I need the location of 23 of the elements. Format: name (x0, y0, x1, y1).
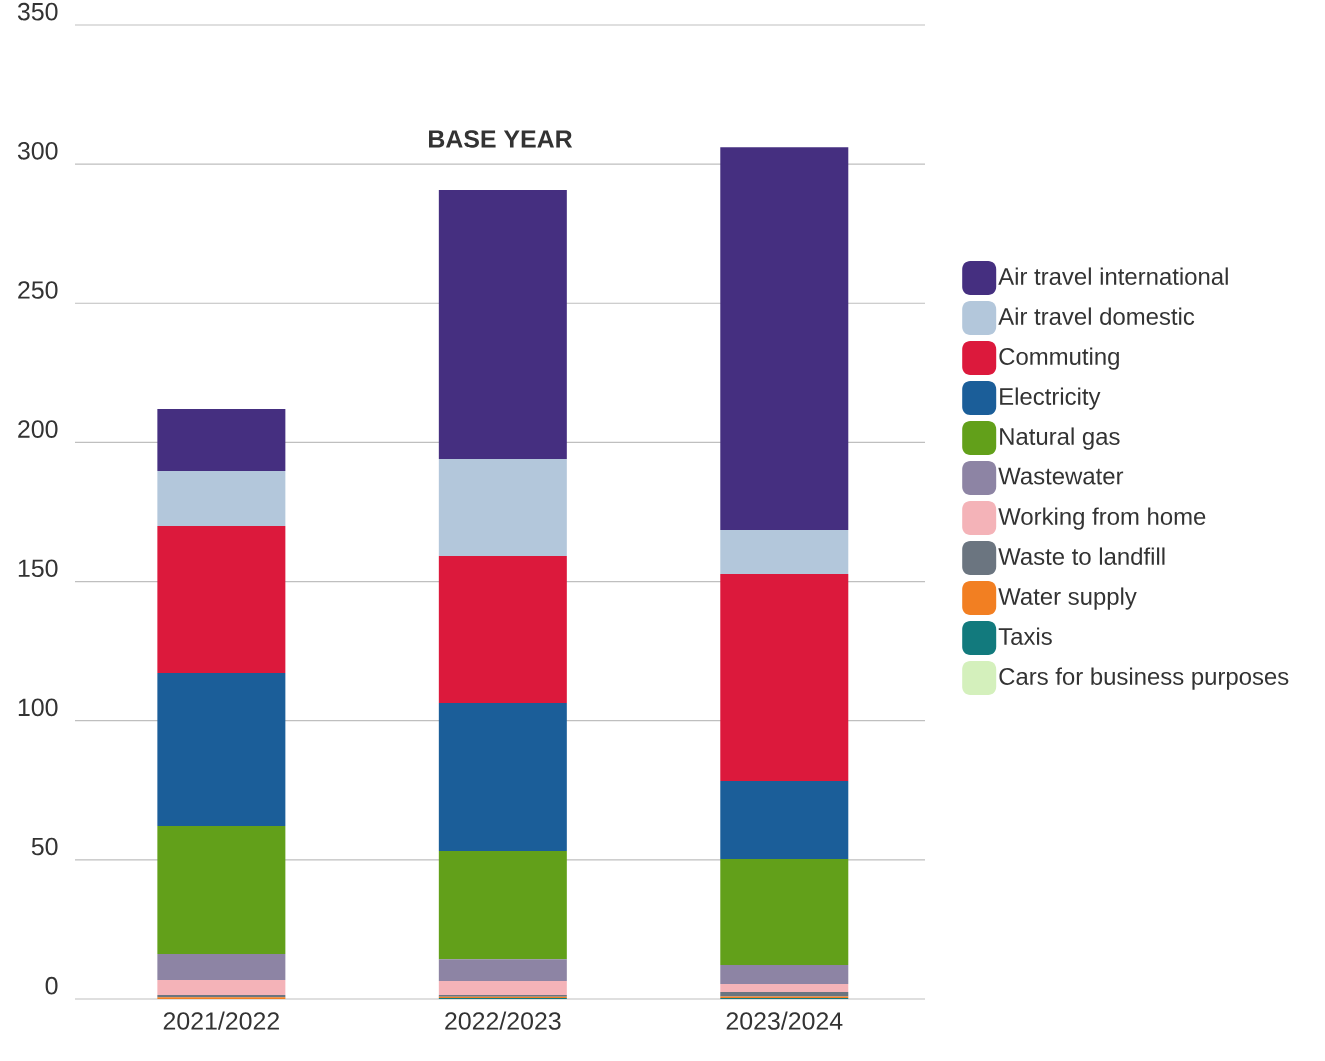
x-tick-label: 2023/2024 (726, 1011, 843, 1030)
y-tick-label: 150 (18, 559, 58, 578)
annotation: BASE YEAR (429, 130, 573, 148)
y-tick-label: 300 (17, 141, 58, 160)
legend-label: Commuting (999, 347, 1119, 370)
y-tick-label: 100 (18, 698, 58, 717)
y-tick-label: 250 (18, 281, 58, 299)
legend-label: Water supply (998, 587, 1137, 610)
y-tick-label: 200 (18, 420, 58, 438)
legend-label: Air travel international (998, 267, 1228, 285)
x-tick-label: 2021/2022 (163, 1011, 279, 1030)
x-tick-label: 2022/2023 (445, 1011, 561, 1030)
legend-label: Natural gas (1000, 427, 1120, 450)
legend-label: Waste to landfill (998, 547, 1165, 565)
y-tick-label: 350 (17, 2, 58, 21)
legend-label: Taxis (998, 627, 1052, 645)
y-tick-label: 50 (31, 837, 58, 856)
legend-label: Electricity (1000, 387, 1101, 410)
legend-label: Working from home (998, 507, 1206, 530)
legend-label: Wastewater (998, 467, 1124, 485)
legend-label: Cars for business purposes (999, 667, 1289, 690)
legend-label: Air travel domestic (998, 307, 1195, 325)
y-tick-label: 0 (45, 976, 58, 995)
